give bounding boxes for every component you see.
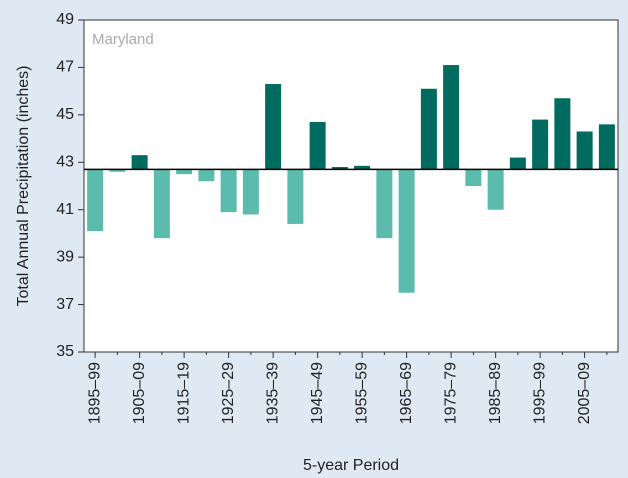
y-tick-label: 47 bbox=[56, 59, 74, 76]
bar bbox=[287, 169, 304, 224]
y-tick-label: 49 bbox=[56, 11, 74, 28]
x-tick-label: 1965–69 bbox=[398, 362, 415, 424]
y-tick-label: 39 bbox=[56, 248, 74, 265]
bar bbox=[487, 169, 504, 210]
y-tick-label: 41 bbox=[56, 201, 74, 218]
x-tick-label: 1895–99 bbox=[86, 362, 103, 424]
y-tick-label: 37 bbox=[56, 296, 74, 313]
bar bbox=[176, 169, 193, 175]
bar bbox=[331, 167, 348, 170]
x-tick-label: 1945–49 bbox=[309, 362, 326, 424]
y-tick-label: 35 bbox=[56, 343, 74, 360]
chart-title: Maryland bbox=[92, 31, 154, 48]
x-tick-label: 1985–89 bbox=[487, 362, 504, 424]
x-tick-label: 1935–39 bbox=[264, 362, 281, 424]
bar bbox=[532, 119, 549, 170]
bar bbox=[220, 169, 237, 213]
y-tick-label: 43 bbox=[56, 154, 74, 171]
bar bbox=[398, 169, 415, 293]
bar bbox=[443, 65, 460, 170]
x-tick-label: 2005–09 bbox=[576, 362, 593, 424]
bar bbox=[109, 169, 126, 172]
y-tick-label: 45 bbox=[56, 106, 74, 123]
bar bbox=[309, 121, 326, 170]
bar bbox=[376, 169, 393, 239]
bar bbox=[509, 157, 526, 170]
x-tick-label: 1975–79 bbox=[442, 362, 459, 424]
bar bbox=[87, 169, 104, 232]
bar bbox=[465, 169, 482, 186]
y-axis-label: Total Annual Precipitation (inches) bbox=[15, 65, 32, 306]
bar bbox=[420, 88, 437, 170]
x-tick-label: 1905–09 bbox=[131, 362, 148, 424]
bar bbox=[198, 169, 215, 182]
bar bbox=[153, 169, 170, 239]
x-tick-label: 1955–59 bbox=[353, 362, 370, 424]
plot-area bbox=[83, 19, 619, 353]
x-tick-label: 1915–19 bbox=[175, 362, 192, 424]
bar bbox=[554, 98, 571, 170]
x-axis-label: 5-year Period bbox=[303, 457, 399, 474]
x-tick-label: 1925–29 bbox=[220, 362, 237, 424]
bar bbox=[598, 124, 615, 170]
bar bbox=[354, 165, 371, 170]
bar bbox=[242, 169, 259, 215]
bar bbox=[265, 84, 282, 170]
bar bbox=[576, 131, 593, 170]
bar bbox=[131, 155, 148, 170]
x-tick-label: 1995–99 bbox=[531, 362, 548, 424]
